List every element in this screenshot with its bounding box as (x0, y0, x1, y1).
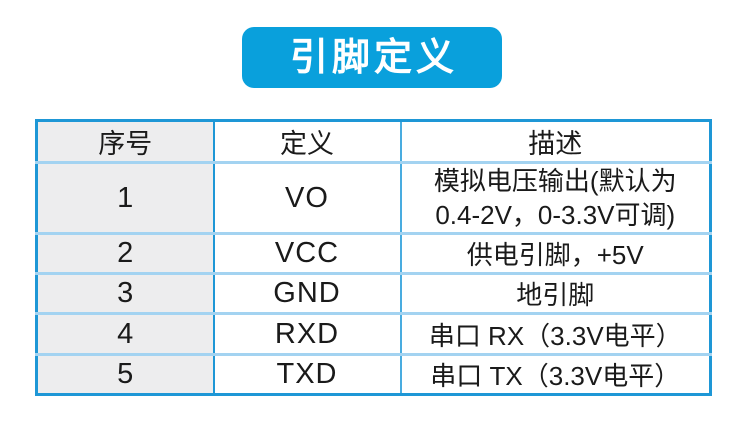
page-title: 引脚定义 (289, 36, 458, 79)
header-cell-number: 序号 (36, 120, 215, 163)
table-row-pin4: 4 RXD 串口 RX（3.3V电平） (36, 312, 711, 355)
pin-definition: RXD (213, 312, 402, 355)
table-row-pin5: 5 TXD 串口 TX（3.3V电平） (36, 353, 711, 395)
pin-description: 串口 TX（3.3V电平） (400, 353, 711, 395)
pin-number: 4 (36, 312, 215, 355)
pin-description: 串口 RX（3.3V电平） (400, 312, 711, 355)
table-row-pin2: 2 VCC 供电引脚，+5V (36, 232, 711, 274)
pin-definition: GND (213, 272, 402, 314)
pin-number: 1 (36, 161, 215, 234)
pin-description-line: 0.4-2V，0-3.3V可调) (435, 200, 676, 230)
table-row-pin1: 1 VO 模拟电压输出(默认为 0.4-2V，0-3.3V可调) (36, 161, 711, 234)
pin-description: 供电引脚，+5V (400, 232, 711, 274)
pin-definition: TXD (213, 353, 402, 395)
pin-number: 3 (36, 272, 215, 314)
pin-definition-table: 序号 定义 描述 1 VO 模拟电压输出(默认为 0.4-2V，0-3.3V可调… (35, 119, 712, 396)
header-cell-definition: 定义 (213, 120, 402, 163)
header-cell-description: 描述 (400, 120, 711, 163)
pin-description: 模拟电压输出(默认为 0.4-2V，0-3.3V可调) (400, 161, 711, 234)
pin-definition: VCC (213, 232, 402, 274)
table-row-pin3: 3 GND 地引脚 (36, 272, 711, 314)
pin-number: 5 (36, 353, 215, 395)
title-badge: 引脚定义 (242, 27, 502, 88)
pin-description-line: 模拟电压输出(默认为 (433, 166, 677, 196)
pin-number: 2 (36, 232, 215, 274)
pin-definition: VO (213, 161, 402, 234)
pin-description: 地引脚 (400, 272, 711, 314)
table-header-row: 序号 定义 描述 (36, 120, 711, 163)
